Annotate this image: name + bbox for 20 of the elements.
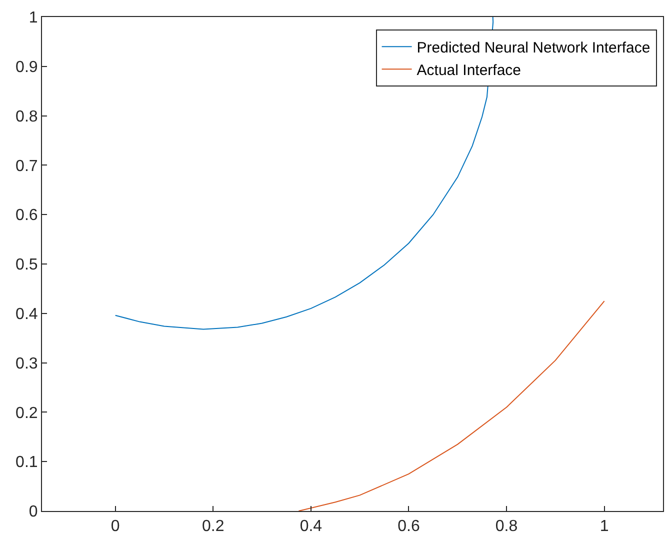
- x-tick-label: 0.6: [398, 518, 420, 536]
- y-tick-label: 0: [28, 504, 38, 521]
- y-tick-label: 0.7: [16, 158, 38, 175]
- line-series: [298, 300, 605, 511]
- y-tick-label: 1: [28, 10, 38, 27]
- legend-label: Predicted Neural Network Interface: [416, 39, 650, 56]
- y-tick-label: 0.4: [16, 306, 38, 323]
- y-tick-label: 0.8: [16, 108, 38, 126]
- x-tick-label: 0.8: [495, 518, 518, 536]
- y-tick-label: 0.3: [16, 355, 38, 372]
- x-tick-label: 0.4: [300, 518, 322, 536]
- x-tick-label: 0.2: [202, 518, 224, 536]
- y-tick-label: 0.6: [16, 207, 38, 224]
- x-tick-label: 0: [110, 518, 120, 536]
- y-tick-label: 0.2: [16, 404, 38, 422]
- legend-label: Actual Interface: [416, 62, 522, 79]
- y-tick-label: 0.5: [16, 256, 38, 274]
- y-tick-label: 0.9: [16, 59, 38, 76]
- y-tick-label: 0.1: [16, 454, 38, 472]
- x-tick-label: 1: [600, 518, 609, 536]
